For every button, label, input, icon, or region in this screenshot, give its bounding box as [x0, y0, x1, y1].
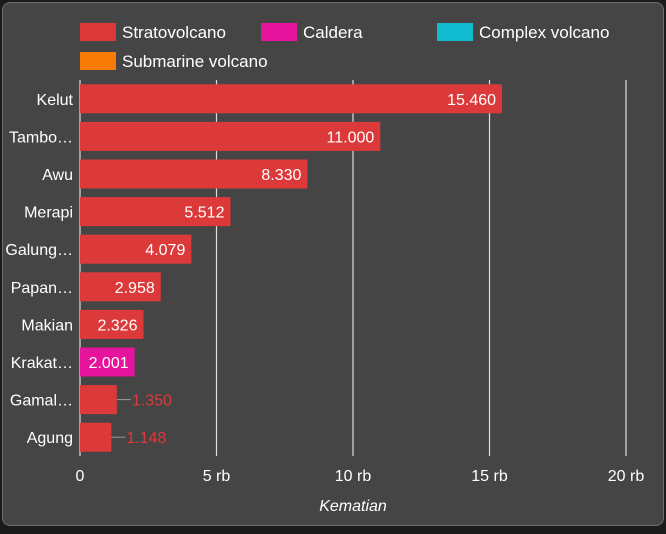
x-axis-title: Kematian [319, 498, 387, 515]
category-label: Papan… [11, 280, 73, 297]
data-label: 2.958 [115, 280, 155, 297]
bar[interactable] [80, 197, 231, 227]
legend-label: Caldera [303, 23, 363, 42]
category-label: Gamal… [10, 393, 73, 410]
data-label: 4.079 [145, 242, 185, 259]
category-label: Makian [21, 317, 73, 334]
x-tick-label: 10 rb [335, 468, 372, 485]
data-label: 15.460 [447, 92, 496, 109]
bar[interactable] [80, 422, 112, 452]
bar[interactable] [80, 121, 381, 151]
legend-item[interactable]: Submarine volcano [80, 52, 268, 71]
legend-swatch [80, 23, 116, 41]
category-label: Krakat… [11, 355, 73, 372]
legend-label: Stratovolcano [122, 23, 226, 42]
x-tick-label: 15 rb [471, 468, 508, 485]
category-label: Merapi [24, 205, 73, 222]
category-label: Awu [42, 167, 73, 184]
legend-label: Complex volcano [479, 23, 609, 42]
x-tick-label: 20 rb [608, 468, 645, 485]
x-tick-label: 0 [76, 468, 85, 485]
category-label: Tambo… [9, 129, 73, 146]
data-label: 5.512 [184, 205, 224, 222]
category-label: Kelut [37, 92, 74, 109]
data-label: 11.000 [327, 129, 375, 146]
x-tick-label: 5 rb [203, 468, 231, 485]
legend-swatch [261, 23, 297, 41]
legend-label: Submarine volcano [122, 52, 268, 71]
bar[interactable] [80, 159, 308, 189]
chart-card: Stratovolcano Caldera Complex volcano Subma… [2, 2, 664, 526]
bar[interactable] [80, 84, 503, 114]
data-label: 1.148 [126, 430, 166, 447]
bar[interactable] [80, 385, 117, 415]
chart: Stratovolcano Caldera Complex volcano Subma… [5, 23, 645, 515]
legend-item[interactable]: Stratovolcano [80, 23, 226, 42]
bar[interactable] [80, 272, 161, 302]
legend-swatch [437, 23, 473, 41]
legend-item[interactable]: Caldera [261, 23, 363, 42]
legend: Stratovolcano Caldera Complex volcano Subma… [80, 23, 609, 71]
bars: 15.460 11.000 8.330 5.512 4.079 2.958 2.326 2.0… [80, 84, 503, 452]
x-axis-ticks: 0 5 rb 10 rb 15 rb 20 rb [76, 468, 645, 485]
category-labels: Kelut Tambo… Awu Merapi Galung… Papan… Makian K… [5, 92, 73, 447]
data-label: 2.326 [97, 317, 137, 334]
legend-swatch [80, 52, 116, 70]
legend-item[interactable]: Complex volcano [437, 23, 609, 42]
category-label: Galung… [5, 242, 73, 259]
bar[interactable] [80, 347, 135, 377]
data-label: 8.330 [261, 167, 301, 184]
bar[interactable] [80, 234, 192, 264]
data-label: 2.001 [89, 355, 129, 372]
data-label: 1.350 [132, 393, 172, 410]
category-label: Agung [27, 430, 73, 447]
bar[interactable] [80, 309, 144, 339]
